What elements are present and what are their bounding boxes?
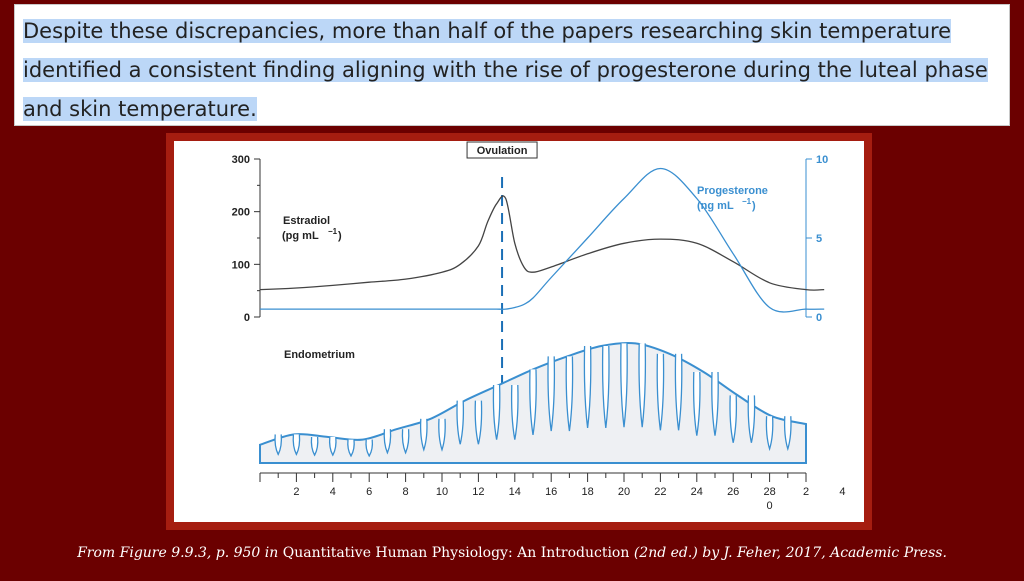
- endometrial-gland: [383, 429, 392, 455]
- x-axis-tick-label: 16: [545, 486, 557, 498]
- figure-panel: 0 100 200 300 0 5 10 Estradiol (pg mL −1) Progeste…: [174, 141, 864, 522]
- estradiol-unit: (pg mL: [282, 230, 319, 242]
- endometrial-gland: [692, 371, 701, 436]
- highlighted-paragraph: Despite these discrepancies, more than h…: [23, 12, 1001, 129]
- endometrial-gland: [401, 429, 410, 455]
- endometrium-label: Endometrium: [284, 349, 355, 361]
- x-axis-tick-label: 6: [366, 486, 372, 498]
- endometrial-gland: [474, 400, 483, 445]
- endometrial-gland: [674, 353, 683, 431]
- endometrial-gland: [492, 384, 501, 440]
- endometrial-gland: [547, 356, 556, 432]
- endometrial-gland: [601, 345, 610, 428]
- series-line-progesterone: [260, 167, 825, 313]
- left-axis-tick-label: 100: [232, 259, 250, 271]
- x-axis-tick-label: 28: [763, 486, 775, 498]
- x-axis-tick-label: 10: [436, 486, 448, 498]
- endometrial-gland: [565, 356, 574, 432]
- ovulation-annotation-text: Ovulation: [477, 145, 528, 157]
- endometrial-gland: [456, 400, 465, 445]
- endometrial-gland: [783, 416, 792, 452]
- progesterone-unit: (ng mL: [697, 200, 734, 212]
- endometrial-gland: [729, 395, 738, 443]
- x-axis-tick-label: 20: [618, 486, 630, 498]
- x-axis-tick-label: 18: [581, 486, 593, 498]
- x-axis-tick-label: 12: [472, 486, 484, 498]
- right-axis-tick-label: 5: [816, 233, 822, 245]
- left-axis-tick-label: 200: [232, 207, 250, 219]
- x-axis-tick-label: 2: [293, 486, 299, 498]
- series-line-estradiol: [259, 195, 825, 291]
- x-axis-tick-label: 14: [509, 486, 521, 498]
- figure-caption: From Figure 9.9.3, p. 950 in Quantitativ…: [0, 545, 1024, 561]
- estradiol-unit-close: ): [338, 230, 342, 242]
- progesterone-label: Progesterone: [697, 185, 768, 197]
- endometrial-gland: [711, 371, 719, 436]
- x-axis-sublabel: 0: [767, 500, 773, 512]
- x-axis-tick-label: 22: [654, 486, 666, 498]
- endometrial-gland: [656, 353, 665, 431]
- x-axis-tick-label: 4: [330, 486, 336, 498]
- x-axis-tick-label: 2: [803, 486, 809, 498]
- progesterone-unit-sup: −1: [742, 197, 752, 206]
- endometrial-gland: [274, 434, 283, 456]
- estradiol-label: Estradiol: [283, 215, 330, 227]
- x-axis-tick-label: 26: [727, 486, 739, 498]
- paragraph-line-1: Despite these discrepancies, more than h…: [23, 19, 952, 43]
- x-axis-tick-label: 4: [839, 486, 845, 498]
- endometrial-gland: [620, 343, 628, 428]
- progesterone-unit-close: ): [752, 200, 756, 212]
- caption-prefix: From Figure 9.9.3, p. 950 in: [77, 545, 283, 561]
- left-axis-tick-label: 0: [244, 312, 250, 324]
- caption-suffix: (2nd ed.) by J. Feher, 2017, Academic Pr…: [629, 545, 947, 561]
- endometrial-gland: [365, 439, 374, 458]
- endometrial-gland: [765, 416, 774, 452]
- endometrial-gland: [510, 384, 519, 440]
- endometrial-gland: [583, 345, 592, 428]
- x-axis-tick-label: 24: [691, 486, 703, 498]
- endometrial-gland: [747, 395, 756, 443]
- endometrial-gland: [328, 436, 337, 457]
- endometrial-gland: [438, 418, 446, 452]
- estradiol-unit-sup: −1: [328, 227, 338, 236]
- endometrial-gland: [419, 418, 428, 452]
- x-axis-tick-label: 8: [403, 486, 409, 498]
- right-axis-tick-label: 10: [816, 154, 828, 166]
- endometrial-gland: [638, 343, 647, 428]
- endometrial-gland: [292, 434, 301, 456]
- quoted-text-box: Despite these discrepancies, more than h…: [14, 4, 1010, 126]
- figure-frame: 0 100 200 300 0 5 10 Estradiol (pg mL −1) Progeste…: [166, 133, 872, 530]
- endometrial-gland: [529, 369, 537, 436]
- ovulation-annotation-box: [466, 141, 538, 159]
- caption-book-title: Quantitative Human Physiology: An Introd…: [282, 545, 630, 561]
- paragraph-line-2: identified a consistent finding aligning…: [23, 58, 988, 82]
- endometrial-gland: [310, 436, 319, 457]
- endometrial-gland: [347, 439, 355, 458]
- paragraph-line-3: and skin temperature.: [23, 97, 257, 121]
- left-axis-tick-label: 300: [232, 154, 250, 166]
- right-axis-tick-label: 0: [816, 312, 822, 324]
